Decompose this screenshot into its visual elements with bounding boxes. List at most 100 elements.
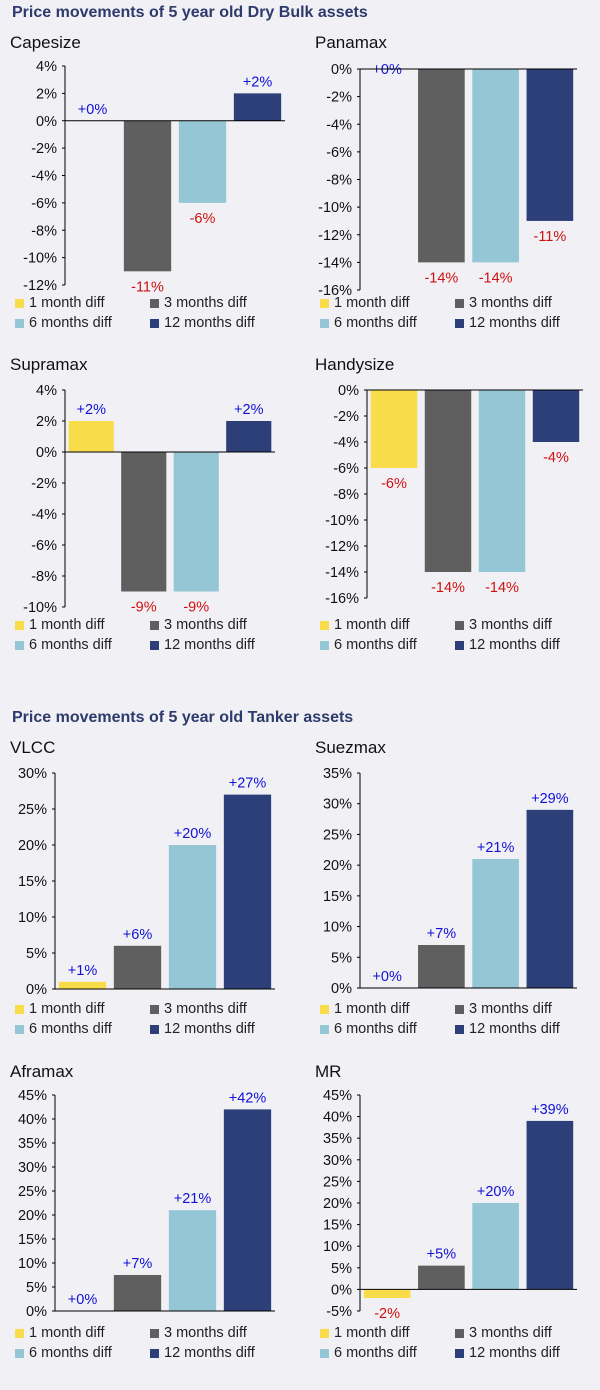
- legend-swatch: [150, 1348, 159, 1358]
- data-label-4: +42%: [229, 1090, 267, 1106]
- data-label-3: +20%: [477, 1184, 515, 1200]
- legend-swatch: [15, 1024, 24, 1034]
- legend-item-1: 1 month diff: [15, 1001, 105, 1017]
- legend-item-3: 6 months diff: [15, 1021, 112, 1037]
- chart-title: Panamax: [315, 33, 387, 52]
- bar-2: [123, 120, 172, 272]
- y-tick-label: -8%: [333, 487, 359, 503]
- data-label-4: +27%: [229, 776, 267, 792]
- legend-swatch: [15, 318, 24, 328]
- y-tick-label: 40%: [323, 1110, 352, 1126]
- legend-item-3: 6 months diff: [320, 1345, 417, 1361]
- y-tick-label: 25%: [18, 802, 47, 818]
- y-tick-label: 20%: [323, 1196, 352, 1212]
- legend-swatch: [455, 318, 464, 328]
- tanker-section-title: Price movements of 5 year old Tanker ass…: [12, 709, 354, 726]
- legend-label: 3 months diff: [164, 617, 247, 633]
- chart-title: Supramax: [10, 355, 88, 374]
- legend-swatch: [15, 1328, 24, 1338]
- bar-2: [418, 945, 465, 988]
- chart-legend: 1 month diff 3 months diff 6 months diff 12…: [10, 1001, 300, 1045]
- bar-2: [121, 452, 167, 592]
- bar-4: [233, 93, 282, 121]
- legend-item-3: 6 months diff: [320, 1021, 417, 1037]
- legend-swatch: [320, 1328, 329, 1338]
- data-label-1: +0%: [372, 969, 402, 985]
- legend-label: 6 months diff: [29, 637, 112, 653]
- y-tick-label: 35%: [323, 766, 352, 782]
- legend-swatch: [15, 298, 24, 308]
- bar-4: [526, 69, 574, 221]
- chart-panel-capesize: Capesize 4% 2% 0% -2% -4% -6% -8% -10% -12% +0% -1…: [10, 33, 300, 343]
- legend-label: 1 month diff: [334, 1325, 410, 1341]
- y-tick-label: -2%: [31, 476, 57, 492]
- chart-legend: 1 month diff 3 months diff 6 months diff 12…: [315, 1325, 600, 1369]
- data-label-2: -14%: [431, 580, 465, 596]
- legend-label: 12 months diff: [164, 637, 255, 653]
- data-label-3: -14%: [485, 580, 519, 596]
- chart-panel-mr: MR 45% 40% 35% 30% 25% 20% 15% 10% 5% 0% -5% -2% +5%…: [315, 1062, 600, 1380]
- y-tick-label: -16%: [318, 283, 352, 299]
- y-tick-label: 5%: [331, 1261, 352, 1277]
- legend-label: 6 months diff: [334, 637, 417, 653]
- y-tick-label: -14%: [325, 565, 359, 581]
- y-tick-label: -2%: [333, 409, 359, 425]
- legend-label: 1 month diff: [29, 1001, 105, 1017]
- legend-label: 1 month diff: [29, 1325, 105, 1341]
- chart-title: MR: [315, 1062, 342, 1081]
- y-tick-label: 15%: [18, 874, 47, 890]
- y-tick-label: 2%: [36, 414, 57, 430]
- bar-4: [526, 809, 574, 988]
- legend-item-4: 12 months diff: [150, 315, 255, 331]
- data-label-3: -9%: [183, 600, 209, 616]
- legend-item-2: 3 months diff: [455, 295, 552, 311]
- data-label-3: +21%: [174, 1191, 212, 1207]
- chart-svg: 45% 40% 35% 30% 25% 20% 15% 10% 5% 0% +0% +7% +21% +4…: [18, 1088, 275, 1320]
- chart-svg: 4% 2% 0% -2% -4% -6% -8% -10% +2% -9% -9% +2%: [23, 383, 275, 616]
- y-tick-label: -10%: [318, 200, 352, 216]
- data-label-4: -11%: [533, 229, 566, 245]
- data-label-4: +29%: [531, 791, 569, 807]
- legend-label: 1 month diff: [29, 617, 105, 633]
- y-tick-label: 10%: [18, 1256, 47, 1272]
- legend-label: 6 months diff: [29, 315, 112, 331]
- y-tick-label: 30%: [323, 797, 352, 813]
- y-tick-label: -2%: [31, 141, 57, 157]
- y-tick-label: 5%: [26, 946, 47, 962]
- legend-item-2: 3 months diff: [150, 295, 247, 311]
- bar-4: [526, 1120, 574, 1290]
- data-label-4: -4%: [543, 450, 569, 466]
- legend-label: 3 months diff: [469, 1325, 552, 1341]
- y-tick-label: 45%: [323, 1088, 352, 1104]
- chart-svg: 30% 25% 20% 15% 10% 5% 0% +1% +6% +20% +27%: [18, 766, 275, 998]
- bar-1: [58, 981, 107, 989]
- legend-swatch: [320, 1004, 329, 1014]
- chart-svg: 0% -2% -4% -6% -8% -10% -12% -14% -16% +0% -14% -14…: [318, 62, 577, 299]
- chart-panel-aframax: Aframax 45% 40% 35% 30% 25% 20% 15% 10% 5% 0% +0% +…: [10, 1062, 300, 1380]
- legend-item-1: 1 month diff: [320, 617, 410, 633]
- data-label-3: -6%: [190, 211, 216, 227]
- chart-panel-panamax: Panamax 0% -2% -4% -6% -8% -10% -12% -14% -16% +0…: [315, 33, 600, 343]
- legend-label: 3 months diff: [164, 1001, 247, 1017]
- legend-swatch: [15, 620, 24, 630]
- y-tick-label: 25%: [18, 1184, 47, 1200]
- chart-title: Aframax: [10, 1062, 74, 1081]
- chart-panel-vlcc: VLCC 30% 25% 20% 15% 10% 5% 0% +1% +6% +20% +27% 1 …: [10, 738, 300, 1048]
- data-label-1: +0%: [68, 1292, 98, 1308]
- y-tick-label: 0%: [331, 1282, 352, 1298]
- y-tick-label: -10%: [23, 251, 57, 267]
- y-tick-label: -8%: [31, 569, 57, 585]
- legend-label: 12 months diff: [469, 1021, 560, 1037]
- legend-label: 12 months diff: [164, 1345, 255, 1361]
- chart-svg: 4% 2% 0% -2% -4% -6% -8% -10% -12% +0% -11% -6% +2%: [23, 59, 285, 295]
- y-tick-label: -6%: [326, 145, 352, 161]
- legend-label: 6 months diff: [29, 1345, 112, 1361]
- legend-label: 12 months diff: [469, 1345, 560, 1361]
- chart-panel-suezmax: Suezmax 35% 30% 25% 20% 15% 10% 5% 0% +0% +7% +21%…: [315, 738, 600, 1048]
- bar-4: [223, 794, 272, 989]
- data-label-2: +7%: [123, 1256, 153, 1272]
- y-tick-label: -4%: [326, 117, 352, 133]
- data-label-1: +1%: [68, 963, 98, 979]
- bar-3: [178, 120, 227, 203]
- legend-label: 1 month diff: [29, 295, 105, 311]
